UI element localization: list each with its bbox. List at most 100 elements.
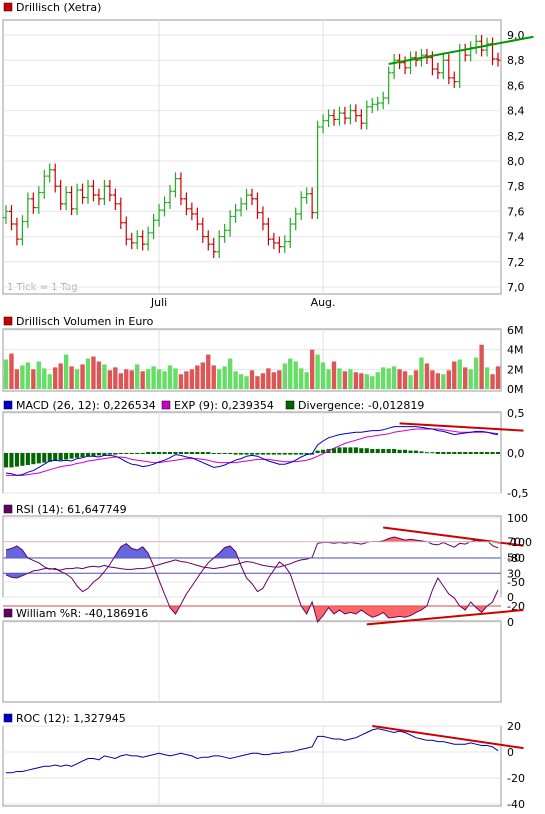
volume-bar	[74, 369, 80, 389]
price-tick-label: 7,2	[507, 256, 525, 269]
price-tick-label: 8,6	[507, 79, 525, 92]
volume-bar	[457, 359, 462, 389]
williams-overbought-fill	[474, 606, 488, 613]
volume-bar	[430, 370, 435, 389]
roc-panel-frame	[2, 725, 502, 807]
divergence-bar	[239, 453, 244, 455]
volume-bar	[102, 364, 107, 389]
divergence-bar	[146, 452, 151, 454]
divergence-bar	[277, 453, 282, 455]
divergence-bar	[424, 452, 429, 454]
divergence-bar	[299, 453, 304, 455]
volume-bar	[129, 370, 134, 389]
divergence-bar	[490, 452, 495, 454]
divergence-bar	[91, 453, 96, 457]
volume-bar	[80, 364, 85, 389]
volume-bar	[419, 357, 424, 389]
roc-legend: ROC (12): 1,327945	[16, 712, 126, 725]
rsi-panel-frame	[2, 515, 502, 598]
divergence-bar	[167, 452, 173, 454]
volume-bar	[375, 372, 380, 389]
volume-bar	[156, 369, 162, 389]
volume-bar	[200, 362, 205, 389]
macd-legend-swatch	[3, 400, 13, 410]
divergence-bar	[244, 453, 249, 455]
price-panel-frame	[2, 19, 502, 295]
divergence-bar	[321, 449, 326, 453]
volume-bar	[3, 359, 9, 389]
volume-bar	[468, 369, 473, 389]
volume-bar	[151, 366, 156, 389]
volume-bar	[299, 368, 304, 389]
volume-bar	[96, 361, 102, 389]
volume-bar	[20, 365, 25, 389]
volume-bar	[288, 358, 293, 389]
divergence-bar	[408, 450, 413, 453]
price-legend: Drillisch (Xetra)	[16, 1, 101, 14]
volume-bar	[452, 361, 457, 389]
volume-bar	[178, 374, 184, 389]
divergence-bar	[178, 452, 183, 454]
williams-oversold-fill	[6, 546, 28, 558]
volume-bar	[277, 370, 282, 389]
macd-tick-label: 0,0	[507, 447, 525, 460]
rsi-trendline	[383, 526, 524, 547]
divergence-bar	[364, 448, 369, 453]
volume-bar	[162, 371, 167, 389]
divergence-legend-swatch	[285, 400, 295, 410]
williams-tick-label: -80	[507, 552, 525, 565]
macd-line	[5, 426, 499, 476]
x-tick-label-aug: Aug.	[311, 296, 336, 309]
divergence-bar	[31, 453, 36, 465]
divergence-bar	[348, 447, 353, 453]
rsi-tick-label: 50	[507, 552, 521, 565]
volume-bar	[233, 371, 238, 389]
divergence-bar	[80, 453, 85, 457]
divergence-bar	[42, 453, 47, 463]
volume-bar	[479, 344, 484, 389]
volume-bar	[386, 368, 391, 389]
price-tick-label: 8,0	[507, 155, 525, 168]
volume-bar	[91, 356, 96, 389]
price-tick-label: 8,8	[507, 54, 525, 67]
price-panel: Drillisch (Xetra) 1 Tick = 1 Tag 7,07,27…	[2, 1, 534, 295]
divergence-bar	[375, 449, 380, 453]
divergence-bar	[53, 453, 58, 461]
volume-bar	[326, 369, 331, 389]
volume-bar	[249, 370, 255, 389]
divergence-bar	[419, 451, 424, 453]
divergence-legend: Divergence: -0,012819	[298, 399, 424, 412]
divergence-bar	[397, 449, 402, 453]
volume-bar	[441, 374, 446, 389]
divergence-bar	[184, 452, 189, 454]
macd-panel: MACD (26, 12): 0,226534 EXP (9): 0,23935…	[2, 399, 528, 500]
divergence-bar	[140, 453, 145, 454]
divergence-bar	[370, 449, 375, 453]
williams-oversold-fill	[213, 546, 238, 558]
williams-panel: William %R: -40,186916 -100-80-50-200	[2, 536, 532, 703]
divergence-bar	[353, 447, 358, 453]
price-series: 7,07,27,47,67,88,08,28,48,68,89,0	[3, 20, 534, 294]
divergence-bar	[162, 452, 167, 454]
divergence-bar	[435, 452, 440, 454]
volume-legend-swatch	[3, 316, 13, 326]
volume-bar	[217, 369, 222, 389]
divergence-bar	[47, 453, 52, 462]
volume-bar	[337, 368, 342, 389]
divergence-bar	[9, 453, 14, 468]
volume-bar	[118, 373, 123, 389]
volume-bar	[107, 370, 113, 389]
volume-bar	[266, 368, 271, 389]
divergence-bar	[474, 452, 479, 454]
divergence-bar	[157, 452, 162, 454]
volume-bar	[309, 349, 315, 389]
rsi-legend: RSI (14): 61,647749	[16, 503, 127, 516]
roc-series: -40 -20 0 20	[3, 720, 525, 811]
volume-bar	[271, 372, 277, 389]
volume-bar	[113, 367, 118, 389]
divergence-bar	[64, 453, 69, 460]
volume-bar	[435, 373, 441, 389]
divergence-bar	[195, 452, 200, 454]
macd-trendline	[399, 422, 524, 432]
